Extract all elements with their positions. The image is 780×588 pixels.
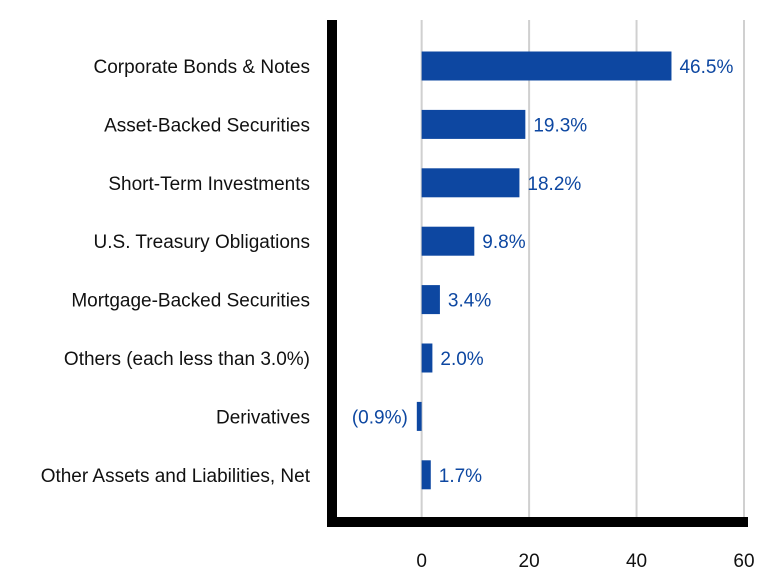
category-label-0: Corporate Bonds & Notes bbox=[93, 57, 310, 78]
data-label-3: 9.8% bbox=[482, 232, 525, 253]
x-tick-label-60: 60 bbox=[733, 551, 754, 572]
data-label-6: (0.9%) bbox=[352, 407, 408, 428]
data-label-4: 3.4% bbox=[448, 291, 491, 312]
x-axis-line bbox=[327, 517, 748, 527]
bar-1 bbox=[421, 109, 526, 139]
category-label-2: Short-Term Investments bbox=[108, 174, 310, 195]
bar-6 bbox=[416, 401, 422, 431]
x-tick-label-20: 20 bbox=[519, 551, 540, 572]
data-label-7: 1.7% bbox=[439, 466, 482, 487]
category-label-5: Others (each less than 3.0%) bbox=[64, 349, 310, 370]
x-tick-label-40: 40 bbox=[626, 551, 647, 572]
category-label-7: Other Assets and Liabilities, Net bbox=[41, 466, 311, 487]
labels: Corporate Bonds & Notes 46.5% Asset-Backed… bbox=[41, 57, 755, 572]
bars bbox=[416, 51, 672, 490]
bar-7 bbox=[421, 460, 431, 490]
category-label-4: Mortgage-Backed Securities bbox=[71, 291, 310, 312]
bar-5 bbox=[421, 343, 433, 373]
category-label-1: Asset-Backed Securities bbox=[104, 115, 310, 136]
x-tick-label-0: 0 bbox=[416, 551, 427, 572]
data-label-0: 46.5% bbox=[679, 57, 733, 78]
bar-2 bbox=[421, 168, 520, 198]
gridlines bbox=[420, 20, 745, 517]
bar-3 bbox=[421, 226, 475, 256]
category-label-3: U.S. Treasury Obligations bbox=[94, 232, 310, 253]
axes bbox=[327, 20, 748, 527]
data-label-5: 2.0% bbox=[440, 349, 483, 370]
y-axis-line bbox=[327, 20, 337, 527]
data-label-1: 19.3% bbox=[533, 115, 587, 136]
category-label-6: Derivatives bbox=[216, 407, 310, 428]
bar-4 bbox=[421, 285, 440, 315]
data-label-2: 18.2% bbox=[527, 174, 581, 195]
bar-0 bbox=[421, 51, 672, 81]
